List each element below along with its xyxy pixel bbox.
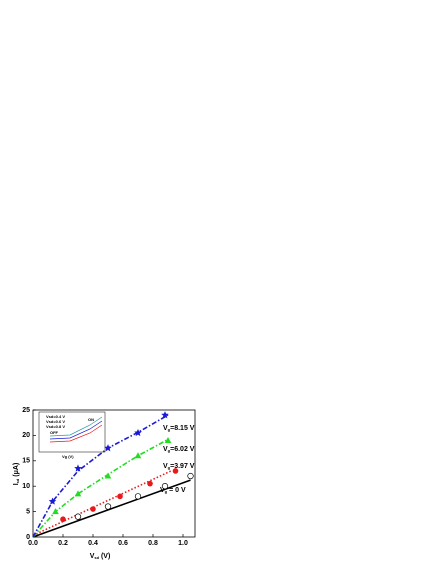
- marker: [134, 428, 142, 437]
- inset-legend: Vsd=0.8 V: [46, 424, 65, 429]
- y-axis-label: Isd (μA): [13, 463, 20, 486]
- y-tick-label: 10: [22, 483, 30, 490]
- x-tick-label: 0.6: [118, 540, 128, 547]
- y-tick-label: 5: [26, 508, 30, 515]
- inset-off: OFF: [50, 430, 59, 435]
- y-tick-label: 20: [22, 432, 30, 439]
- marker: [74, 490, 82, 497]
- fit-line: [32, 414, 169, 538]
- inset-line: [49, 416, 103, 437]
- marker: [117, 493, 123, 500]
- marker: [134, 493, 142, 500]
- y-tick-label: 0: [26, 534, 30, 541]
- x-tick-label: 0.4: [88, 540, 98, 547]
- marker: [48, 497, 57, 505]
- inset-line: [49, 420, 103, 440]
- x-axis-label: Vsd (V): [90, 553, 111, 560]
- x-tick-label: 0.2: [58, 540, 68, 547]
- annotation: Vg=6.02 V: [163, 446, 195, 453]
- marker: [74, 464, 82, 472]
- inset-legend: Vsd=0.6 V: [46, 419, 65, 424]
- marker: [104, 503, 112, 510]
- marker: [104, 444, 112, 452]
- plot-frame: [32, 409, 196, 538]
- annotation: Vg=3.97 V: [163, 463, 195, 470]
- inset-frame: [38, 411, 106, 453]
- marker: [52, 508, 59, 515]
- x-tick-label: 1.0: [178, 540, 188, 547]
- marker: [60, 516, 66, 523]
- marker: [172, 468, 179, 474]
- annotation: Vg=8.15 V: [163, 425, 195, 432]
- inset-x-label: Vg (V): [62, 454, 74, 459]
- marker: [161, 483, 169, 490]
- marker: [187, 472, 194, 480]
- marker: [147, 480, 153, 487]
- inset-on: ON: [88, 417, 94, 422]
- marker: [104, 472, 112, 479]
- marker: [164, 436, 172, 443]
- marker: [134, 452, 142, 459]
- fit-line: [32, 438, 169, 538]
- y-tick-label: 25: [22, 407, 30, 414]
- inset-line: [49, 424, 103, 443]
- x-tick-label: 0.0: [28, 540, 38, 547]
- inset: Vsd=0.4 V Vsd=0.6 V Vsd=0.8 V OFF ON Vg …: [38, 411, 106, 459]
- marker: [74, 513, 82, 520]
- x-tick-label: 0.8: [148, 540, 158, 547]
- marker: [161, 411, 169, 419]
- inset-legend: Vsd=0.4 V: [46, 414, 65, 419]
- marker: [90, 506, 96, 512]
- fit-line: [32, 479, 191, 538]
- y-tick-label: 15: [22, 458, 30, 465]
